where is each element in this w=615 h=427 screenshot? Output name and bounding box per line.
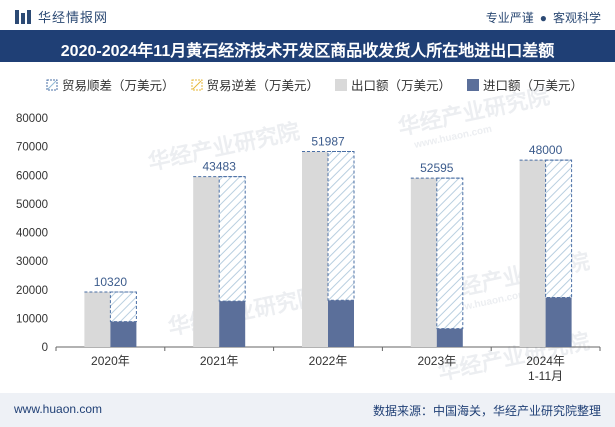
y-tick-label: 40000 — [16, 228, 48, 240]
brand: 华经情报网 — [14, 7, 108, 26]
tagline-right: 客观科学 — [552, 11, 601, 25]
bar-import — [110, 321, 137, 347]
data-label: 48000 — [529, 143, 563, 157]
y-tick-label: 80000 — [16, 113, 48, 125]
y-tick-label: 50000 — [16, 199, 48, 211]
data-label: 51987 — [311, 134, 345, 148]
y-tick-label: 30000 — [16, 256, 48, 268]
footer: www.huaon.com 数据来源：中国海关，华经产业研究院整理 — [0, 393, 615, 427]
brand-name: 华经情报网 — [38, 10, 109, 25]
legend-item-export: 出口额（万美元） — [335, 75, 451, 94]
x-tick-label: 1-11月 — [528, 369, 563, 383]
legend-swatch-surplus — [46, 79, 58, 90]
bar-surplus — [327, 150, 355, 301]
bars-group — [84, 150, 573, 347]
bar-export — [302, 151, 328, 347]
bar-import — [219, 301, 246, 347]
bar-export — [84, 292, 111, 347]
legend-item-deficit: 贸易逆差（万美元） — [191, 75, 320, 94]
y-tick-label: 60000 — [16, 170, 48, 182]
y-tick-label: 0 — [42, 342, 48, 354]
data-label: 52595 — [420, 161, 454, 175]
bar-import — [328, 300, 354, 347]
chart-title: 2020-2024年11月黄石经济技术开发区商品收发货人所在地进出口差额 — [60, 43, 555, 60]
legend-swatch-import — [467, 78, 480, 91]
top-bar: 华经情报网 专业严谨 ● 客观科学 — [0, 0, 615, 30]
bar-surplus — [436, 177, 464, 330]
axes-group: 0 10000 20000 30000 40000 50000 60000 70000 8000… — [16, 113, 601, 383]
bar-import — [545, 297, 572, 347]
data-label: 10320 — [94, 275, 128, 289]
bar-surplus — [218, 176, 246, 302]
legend-label-surplus: 贸易顺差（万美元） — [62, 79, 175, 93]
huajing-logo-icon — [15, 9, 31, 24]
x-tick-label: 2023年 — [417, 354, 456, 368]
tagline-left: 专业严谨 — [485, 11, 534, 25]
legend-item-surplus: 贸易顺差（万美元） — [46, 75, 175, 94]
x-tick-label: 2024年 — [526, 354, 565, 368]
x-tick-label: 2022年 — [309, 354, 348, 368]
bar-surplus — [545, 159, 573, 298]
x-tick-label: 2021年 — [200, 354, 239, 368]
footer-source: 数据来源：中国海关，华经产业研究院整理 — [372, 404, 601, 418]
chart-legend: 贸易顺差（万美元） 贸易逆差（万美元） 出口额（万美元） 进口额（万美元） — [46, 75, 599, 94]
legend-item-import: 进口额（万美元） — [467, 75, 583, 94]
tagline-separator: ● — [539, 11, 547, 25]
bar-export — [410, 178, 437, 347]
title-bar: 2020-2024年11月黄石经济技术开发区商品收发货人所在地进出口差额 — [0, 30, 615, 62]
bar-export — [193, 176, 220, 347]
y-tick-label: 20000 — [16, 285, 48, 297]
legend-label-import: 进口额（万美元） — [483, 79, 584, 93]
legend-swatch-deficit — [191, 79, 203, 90]
y-tick-label: 10000 — [16, 313, 48, 325]
legend-label-deficit: 贸易逆差（万美元） — [206, 79, 320, 93]
bar-export — [519, 160, 546, 347]
legend-swatch-export — [335, 78, 348, 91]
bar-import — [436, 328, 463, 347]
bar-surplus — [109, 291, 137, 323]
x-tick-label: 2020年 — [91, 354, 130, 368]
legend-label-export: 出口额（万美元） — [351, 79, 452, 93]
data-label: 43483 — [203, 160, 237, 174]
y-tick-label: 70000 — [16, 142, 48, 154]
labels-group: 10320 43483 51987 52595 48000 — [94, 134, 563, 289]
footer-url: www.huaon.com — [14, 402, 103, 416]
tagline: 专业严谨 ● 客观科学 — [486, 9, 601, 26]
